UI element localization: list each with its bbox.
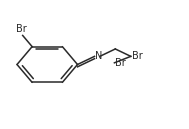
Text: Br: Br bbox=[132, 51, 143, 61]
Text: Br: Br bbox=[16, 23, 27, 34]
Text: N: N bbox=[95, 51, 103, 61]
Text: Br: Br bbox=[115, 58, 126, 68]
